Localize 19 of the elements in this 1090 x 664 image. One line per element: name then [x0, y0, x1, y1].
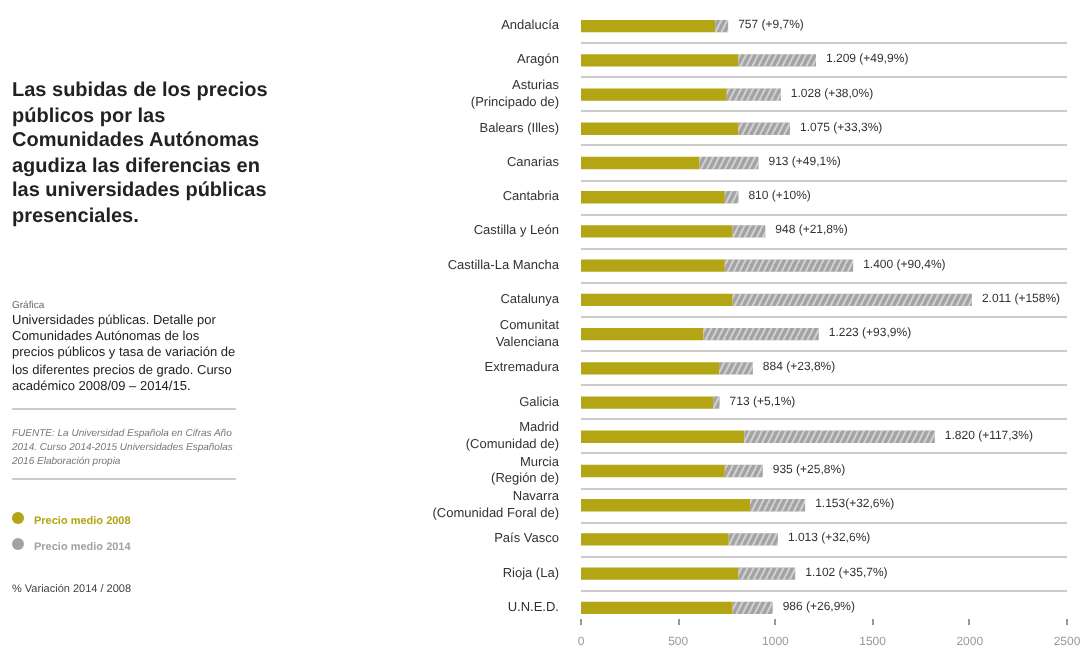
bar — [581, 54, 739, 67]
bar — [581, 533, 729, 546]
bar — [581, 362, 720, 375]
bar — [581, 430, 745, 443]
bar — [581, 396, 714, 409]
bar — [581, 259, 725, 272]
bar — [581, 327, 704, 341]
bar — [581, 156, 700, 170]
text: Las subidas de los precios públicos por las Comunidades Autónomas agudiza las diferencias en las universidades públicas presenciales. — [12, 80, 270, 230]
bar — [581, 567, 739, 580]
bar — [581, 191, 725, 204]
bar — [581, 88, 727, 101]
bar — [581, 601, 733, 615]
bar — [581, 464, 725, 478]
bar — [581, 293, 733, 307]
bar — [581, 499, 751, 512]
bar — [581, 122, 739, 135]
bar — [581, 19, 716, 33]
bar — [581, 225, 733, 238]
